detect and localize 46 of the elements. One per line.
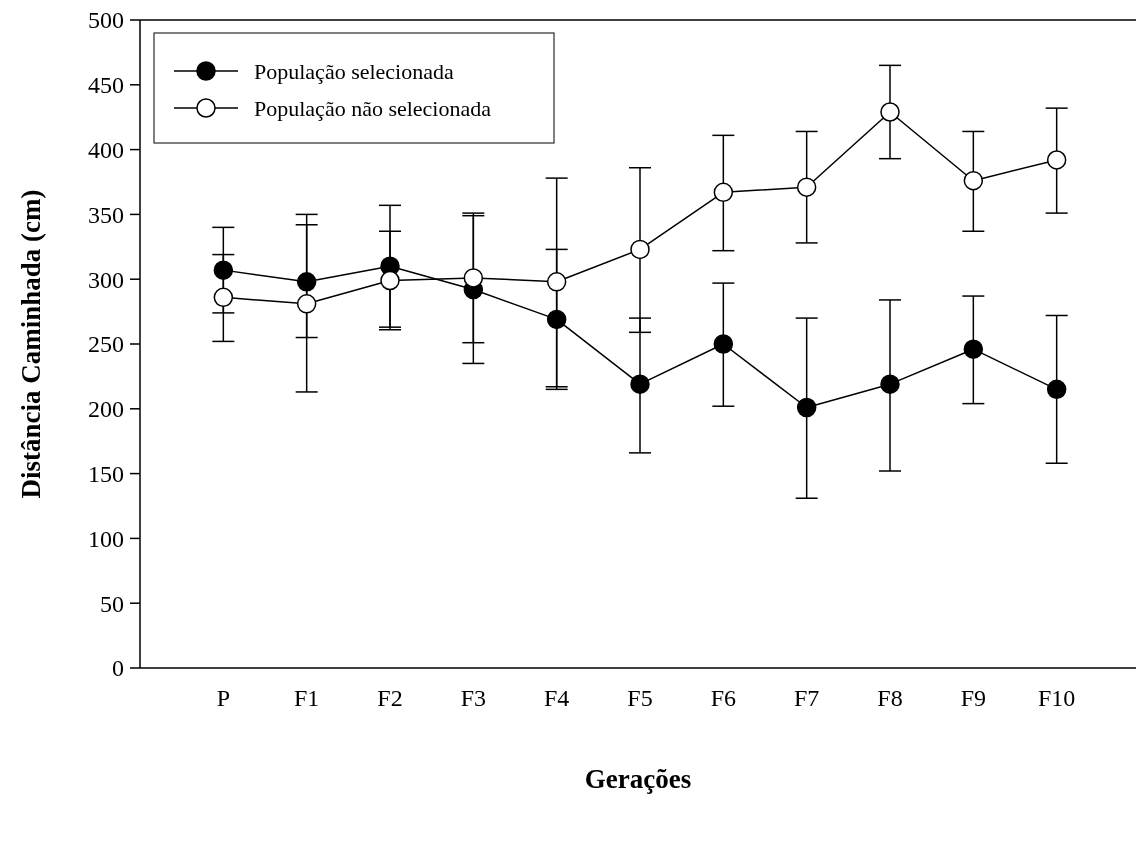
- point: [296, 272, 317, 292]
- point: [546, 272, 567, 292]
- point: [796, 177, 817, 197]
- x-tick-label: F8: [877, 685, 903, 711]
- y-tick-label: 300: [88, 266, 124, 293]
- point: [713, 182, 734, 203]
- y-tick-label: 100: [88, 525, 124, 552]
- y-tick-label: 50: [100, 590, 124, 617]
- point: [1046, 379, 1067, 400]
- point: [880, 102, 900, 122]
- point: [546, 309, 567, 330]
- point: [963, 339, 984, 359]
- x-tick-label: F9: [960, 685, 987, 711]
- y-tick-label: 500: [88, 7, 124, 34]
- y-tick-label: 350: [88, 201, 124, 228]
- point: [1046, 150, 1067, 170]
- x-axis-title: Gerações: [584, 764, 692, 794]
- x-tick-label: F10: [1037, 685, 1076, 711]
- x-tick-label: F1: [293, 685, 320, 711]
- x-tick-label: F6: [710, 685, 737, 711]
- x-tick-label: F3: [460, 685, 487, 711]
- point: [630, 374, 650, 394]
- x-tick-label: F4: [543, 685, 570, 711]
- point: [880, 374, 900, 394]
- y-tick-label: 0: [112, 655, 124, 682]
- x-tick-label: P: [216, 685, 231, 711]
- point: [963, 170, 984, 191]
- y-tick-label: 200: [88, 396, 124, 423]
- point: [296, 294, 317, 314]
- point: [463, 268, 484, 288]
- x-tick-label: F2: [377, 685, 403, 711]
- point: [213, 260, 234, 280]
- point: [796, 397, 817, 418]
- point: [630, 239, 650, 260]
- x-tick-label: F7: [793, 685, 820, 711]
- y-axis-title: Distância Caminhada (cm): [16, 189, 46, 499]
- y-tick-label: 250: [88, 331, 124, 358]
- legend-label: População selecionada: [254, 58, 454, 84]
- point: [713, 334, 734, 354]
- x-tick-label: F5: [627, 685, 653, 711]
- y-tick-label: 150: [88, 461, 124, 487]
- legend-label: População não selecionada: [254, 95, 492, 121]
- point: [380, 270, 400, 291]
- y-tick-label: 450: [88, 72, 124, 99]
- y-tick-label: 400: [88, 137, 124, 163]
- point: [213, 287, 234, 308]
